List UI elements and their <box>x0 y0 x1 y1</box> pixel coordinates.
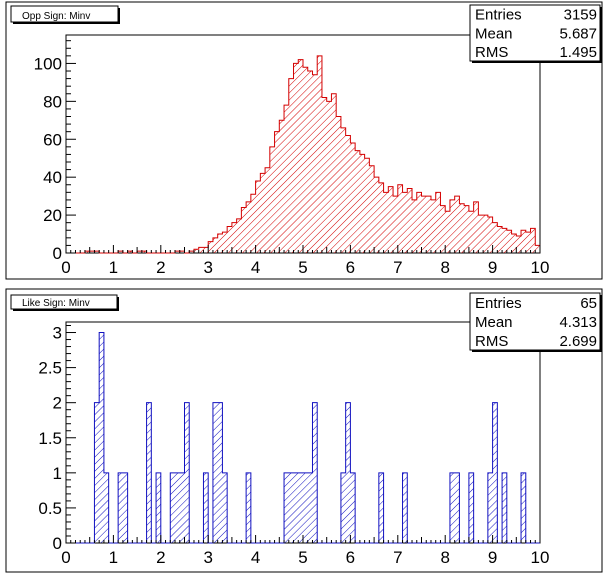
x-tick-label: 2 <box>156 258 165 277</box>
x-tick-label: 3 <box>203 548 212 567</box>
stats-value: 5.687 <box>559 25 597 42</box>
histogram-panel-1: 0 1 2 3 4 5 6 7 8 9 10 0 0.5 1 1.5 2 2.5 3 Like Sign: Minv… <box>10 292 602 567</box>
histogram-fill <box>66 332 540 543</box>
y-tick-label: 80 <box>43 92 62 111</box>
x-tick-label: 0 <box>61 258 70 277</box>
title-box <box>10 294 118 310</box>
y-tick-label: 60 <box>43 130 62 149</box>
x-tick-label: 10 <box>531 548 550 567</box>
chart-title: Opp Sign: Minv <box>22 11 90 22</box>
y-tick-label: 100 <box>34 54 62 73</box>
stats-value: 65 <box>580 295 597 312</box>
y-tick-label: 0.5 <box>38 499 62 518</box>
histogram-outline <box>66 55 541 254</box>
stats-label: Mean <box>475 25 513 42</box>
stats-label: Entries <box>475 7 522 24</box>
stats-label: RMS <box>475 44 508 61</box>
stats-label: Mean <box>475 314 513 331</box>
stats-value: 4.313 <box>559 314 597 331</box>
stats-box <box>469 292 601 351</box>
x-tick-label: 3 <box>203 258 212 277</box>
stats-label: RMS <box>475 333 508 350</box>
stats-value: 1.495 <box>559 44 597 61</box>
x-tick-label: 1 <box>109 258 118 277</box>
x-tick-label: 8 <box>440 258 449 277</box>
y-tick-label: 20 <box>43 206 62 225</box>
x-tick-label: 4 <box>251 258 260 277</box>
chart-title: Like Sign: Minv <box>22 298 90 309</box>
x-tick-label: 9 <box>488 548 497 567</box>
stats-value: 3159 <box>564 7 597 24</box>
stats-box <box>469 4 601 62</box>
y-tick-label: 3 <box>53 324 62 343</box>
stats-label: Entries <box>475 295 522 312</box>
x-tick-label: 5 <box>298 548 307 567</box>
histogram-fill <box>66 55 540 253</box>
x-tick-label: 9 <box>488 258 497 277</box>
y-tick-label: 2.5 <box>38 359 62 378</box>
y-tick-label: 1.5 <box>38 429 62 448</box>
x-tick-label: 6 <box>346 548 355 567</box>
y-tick-label: 0 <box>53 534 62 553</box>
x-tick-label: 4 <box>251 548 260 567</box>
y-tick-label: 40 <box>43 168 62 187</box>
x-tick-label: 8 <box>440 548 449 567</box>
title-box <box>10 5 119 23</box>
x-tick-label: 6 <box>346 258 355 277</box>
stats-value: 2.699 <box>559 333 597 350</box>
x-tick-label: 2 <box>156 548 165 567</box>
x-tick-label: 10 <box>531 258 550 277</box>
y-tick-label: 2 <box>53 394 62 413</box>
x-tick-label: 7 <box>393 548 402 567</box>
x-tick-label: 7 <box>393 258 402 277</box>
y-tick-label: 0 <box>53 244 62 263</box>
x-tick-label: 1 <box>109 548 118 567</box>
x-tick-label: 5 <box>298 258 307 277</box>
y-tick-label: 1 <box>53 464 62 483</box>
histogram-outline <box>66 332 540 544</box>
x-tick-label: 0 <box>61 548 70 567</box>
